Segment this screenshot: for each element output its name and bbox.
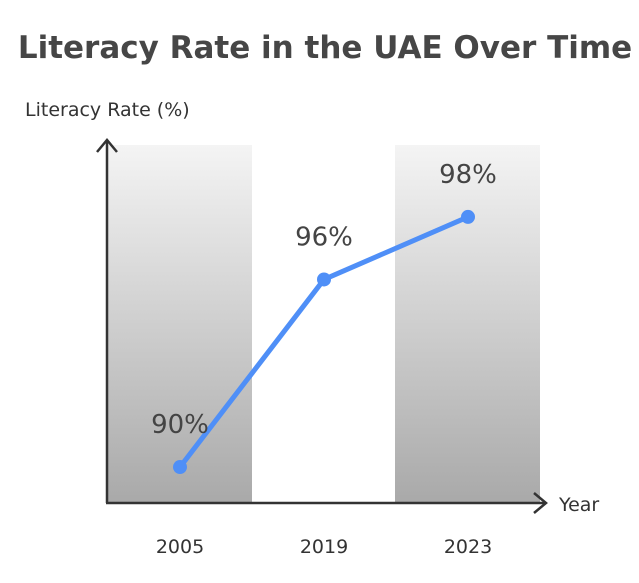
data-label: 98% <box>439 160 497 190</box>
axes <box>96 138 548 514</box>
band-2023 <box>395 145 540 503</box>
data-point <box>461 209 475 224</box>
x-axis-label: Year <box>558 494 599 516</box>
y-axis-arrow <box>96 138 118 153</box>
data-label: 96% <box>295 222 353 252</box>
y-axis-label: Literacy Rate (%) <box>25 99 190 121</box>
data-point <box>173 460 187 475</box>
chart-title: Literacy Rate in the UAE Over Time <box>18 30 632 66</box>
x-tick-label: 2005 <box>156 536 204 558</box>
band-2005 <box>107 145 252 503</box>
x-tick-label: 2019 <box>300 536 348 558</box>
x-tick-label: 2023 <box>444 536 492 558</box>
data-point <box>317 272 331 287</box>
x-axis-arrow <box>533 492 548 514</box>
data-label: 90% <box>151 410 209 440</box>
